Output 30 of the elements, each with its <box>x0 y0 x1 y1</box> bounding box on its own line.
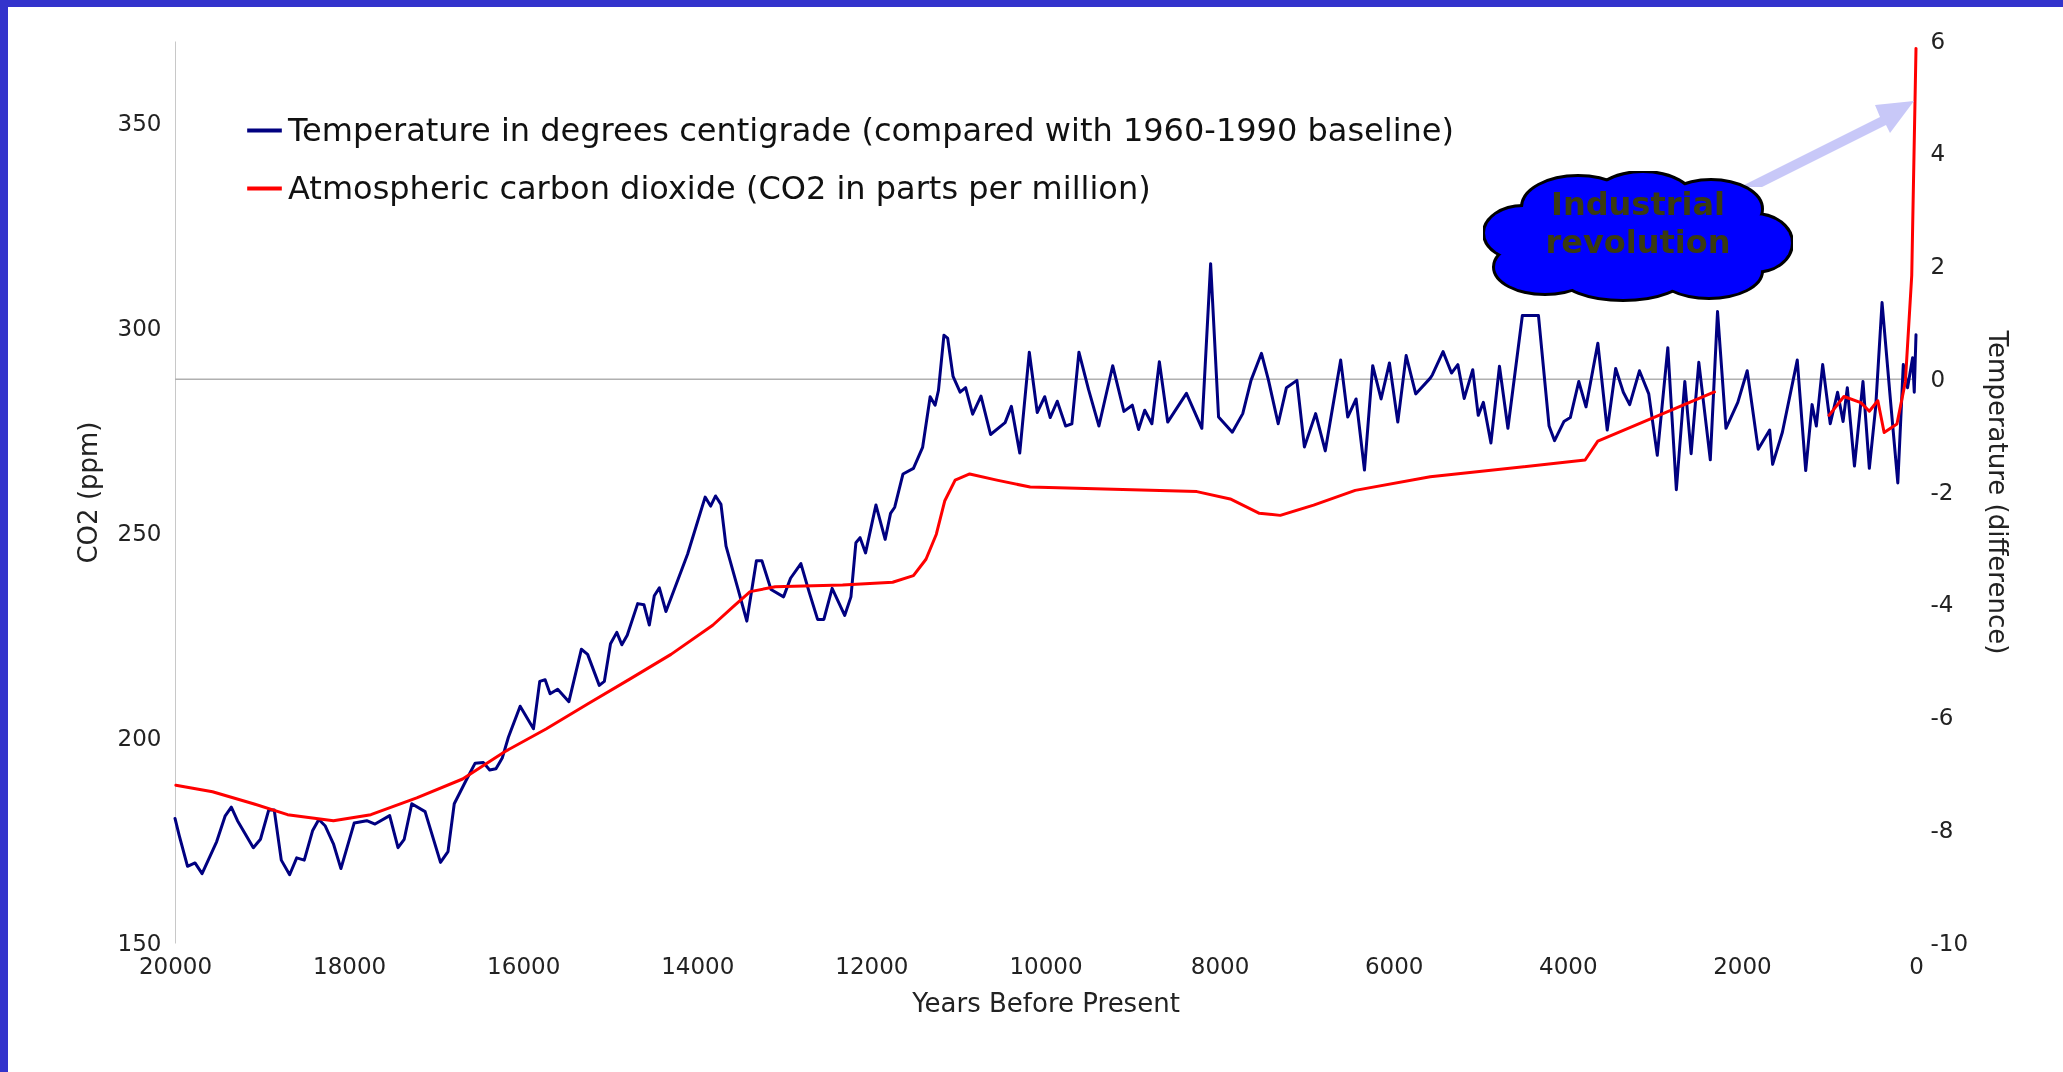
y2-tick-label: 0 <box>1930 365 1946 392</box>
x-axis-title: Years Before Present <box>911 987 1180 1018</box>
y2-axis-title: Temperature (difference) <box>1983 329 2014 655</box>
y2-tick-label: 6 <box>1930 27 1946 54</box>
y2-tick-label: -6 <box>1930 704 1954 730</box>
x-tick-label: 12000 <box>835 952 909 979</box>
y2-tick-label: -4 <box>1930 591 1954 618</box>
line-series <box>173 262 1918 877</box>
x-tick-label: 6000 <box>1364 952 1424 979</box>
x-tick-label: 2000 <box>1713 952 1772 979</box>
y2-tick-label: 2 <box>1930 253 1946 279</box>
y-tick-label: 250 <box>117 519 162 546</box>
y2-tick-label: -10 <box>1930 929 1969 956</box>
x-tick-label: 16000 <box>487 952 561 979</box>
y2-tick-label: -8 <box>1930 816 1954 843</box>
y-axis-title: CO2 (ppm) <box>72 421 103 564</box>
x-tick-label: 4000 <box>1539 952 1598 979</box>
x-tick-label: 8000 <box>1190 952 1250 979</box>
x-tick-label: 0 <box>1909 952 1924 979</box>
x-tick-label: 10000 <box>1009 952 1083 979</box>
annotation: Industrial revolution <box>1544 185 1732 261</box>
legend-label: Temperature in degrees centigrade (compared with 1960-1990 baseline) <box>287 110 1454 149</box>
y2-tick-label: 4 <box>1930 140 1946 167</box>
y-tick-label: 350 <box>117 109 162 136</box>
y-tick-label: 300 <box>117 314 162 341</box>
legend-label: Atmospheric carbon dioxide (CO2 in parts per million) <box>288 168 1151 207</box>
y-tick-label: 200 <box>117 724 162 751</box>
y2-tick-label: -2 <box>1930 478 1954 505</box>
x-tick-label: 18000 <box>313 952 387 979</box>
x-tick-label: 14000 <box>661 952 735 979</box>
